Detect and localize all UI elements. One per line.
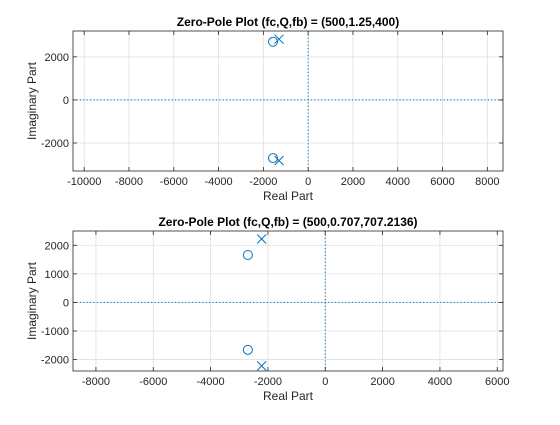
chart-title: Zero-Pole Plot (fc,Q,fb) = (500,1.25,400… bbox=[177, 15, 399, 29]
x-tick-label: 6000 bbox=[430, 176, 454, 188]
zero-marker bbox=[267, 36, 278, 47]
pole-marker-stroke bbox=[274, 155, 284, 166]
y-axis-label: Imaginary Part bbox=[25, 61, 39, 140]
zero-marker bbox=[242, 250, 253, 260]
y-axis-label: Imaginary Part bbox=[25, 261, 39, 340]
x-tick-label: 4000 bbox=[428, 376, 452, 388]
x-tick-label: -4000 bbox=[205, 176, 233, 188]
plot-area bbox=[73, 231, 503, 371]
pole-marker bbox=[274, 34, 284, 45]
x-tick-label: -2000 bbox=[249, 176, 277, 188]
y-tick-label: 0 bbox=[63, 297, 69, 309]
x-tick-label: -6000 bbox=[160, 176, 188, 188]
zero-marker bbox=[242, 344, 253, 355]
x-tick-label: 0 bbox=[305, 176, 311, 188]
pole-marker-stroke bbox=[256, 234, 267, 244]
x-tick-label: -8000 bbox=[82, 376, 110, 388]
x-tick-label: -6000 bbox=[139, 376, 167, 388]
x-tick-label: 8000 bbox=[475, 176, 499, 188]
x-tick-label: 6000 bbox=[485, 376, 509, 388]
pole-marker-stroke bbox=[274, 34, 284, 45]
x-tick-label: -4000 bbox=[197, 376, 225, 388]
x-tick-label: 2000 bbox=[341, 176, 365, 188]
subplot-1: -10000 -8000 -6000 -4000 -2000 0 2000 4000 6000 8… bbox=[25, 15, 504, 203]
plot-area bbox=[73, 31, 503, 171]
y-tick-label: -2000 bbox=[41, 138, 69, 150]
axes-frame bbox=[72, 230, 504, 372]
y-tick-label: 2000 bbox=[45, 240, 69, 252]
y-tick-label: 2000 bbox=[45, 52, 69, 64]
y-tick-label: -1000 bbox=[41, 326, 69, 338]
x-tick-label: 2000 bbox=[370, 376, 394, 388]
axes-frame bbox=[72, 30, 504, 172]
pole-marker bbox=[256, 361, 267, 371]
pole-marker-stroke bbox=[256, 361, 267, 371]
chart-title: Zero-Pole Plot (fc,Q,fb) = (500,0.707,70… bbox=[158, 215, 417, 229]
x-axis-label: Real Part bbox=[263, 389, 314, 403]
x-tick-label: 4000 bbox=[385, 176, 409, 188]
x-axis-label: Real Part bbox=[263, 189, 314, 203]
y-tick-label: 0 bbox=[63, 95, 69, 107]
x-tick-label: -10000 bbox=[67, 176, 101, 188]
y-tick-label: 1000 bbox=[45, 269, 69, 281]
x-tick-label: -8000 bbox=[115, 176, 143, 188]
x-tick-label: 0 bbox=[322, 376, 328, 388]
subplot-2: -8000 -6000 -4000 -2000 0 2000 4000 6000 -2000 -1… bbox=[25, 215, 510, 403]
y-tick-label: -2000 bbox=[41, 355, 69, 367]
x-tick-label: -2000 bbox=[254, 376, 282, 388]
pole-marker bbox=[256, 234, 267, 244]
zero-marker bbox=[267, 153, 278, 164]
pole-marker bbox=[274, 155, 284, 166]
